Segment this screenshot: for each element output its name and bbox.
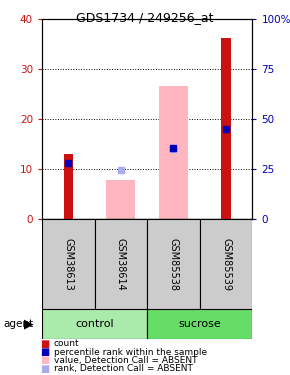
Bar <box>42 219 95 309</box>
Text: ■: ■ <box>40 347 50 357</box>
Text: value, Detection Call = ABSENT: value, Detection Call = ABSENT <box>54 356 197 365</box>
Text: count: count <box>54 339 79 348</box>
Text: ■: ■ <box>40 356 50 366</box>
Text: rank, Detection Call = ABSENT: rank, Detection Call = ABSENT <box>54 364 193 374</box>
Bar <box>106 180 135 219</box>
Bar <box>159 87 188 219</box>
Text: GSM38613: GSM38613 <box>63 238 73 291</box>
Text: percentile rank within the sample: percentile rank within the sample <box>54 348 207 357</box>
Text: GDS1734 / 249256_at: GDS1734 / 249256_at <box>76 11 214 24</box>
Bar <box>221 38 231 219</box>
Bar <box>95 219 147 309</box>
Text: sucrose: sucrose <box>178 320 221 329</box>
Bar <box>42 309 147 339</box>
Bar <box>147 219 200 309</box>
Bar <box>200 219 252 309</box>
Text: agent: agent <box>3 320 33 329</box>
Text: control: control <box>75 320 114 329</box>
Text: ▶: ▶ <box>24 318 34 331</box>
Text: GSM85539: GSM85539 <box>221 238 231 291</box>
Text: GSM85538: GSM85538 <box>168 238 178 291</box>
Text: GSM38614: GSM38614 <box>116 238 126 291</box>
Text: ■: ■ <box>40 364 50 374</box>
Text: ■: ■ <box>40 339 50 349</box>
Bar <box>64 154 73 219</box>
Bar <box>147 309 252 339</box>
